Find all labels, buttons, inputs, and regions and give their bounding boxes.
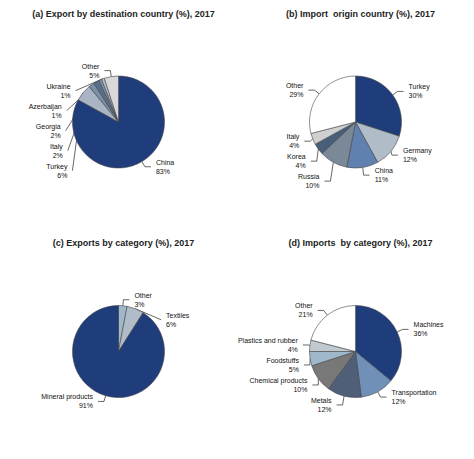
svg-text:6%: 6%: [166, 321, 176, 328]
svg-text:2%: 2%: [51, 132, 61, 139]
svg-text:11%: 11%: [375, 176, 389, 183]
svg-text:Italy: Italy: [50, 143, 63, 151]
svg-text:Chemical products: Chemical products: [249, 377, 307, 385]
svg-text:12%: 12%: [318, 406, 332, 413]
svg-text:Turkey: Turkey: [46, 163, 68, 171]
svg-text:Textiles: Textiles: [166, 312, 190, 319]
svg-text:Other: Other: [295, 302, 313, 309]
svg-text:Turkey: Turkey: [409, 83, 431, 91]
svg-text:Other: Other: [82, 63, 100, 70]
svg-text:30%: 30%: [409, 92, 423, 99]
svg-text:1%: 1%: [60, 92, 70, 99]
svg-text:Foodstuffs: Foodstuffs: [266, 357, 299, 364]
svg-text:Ukraine: Ukraine: [46, 83, 70, 90]
svg-text:3%: 3%: [134, 301, 144, 308]
svg-text:12%: 12%: [392, 398, 406, 405]
svg-text:Metals: Metals: [311, 397, 332, 404]
svg-text:Transportation: Transportation: [392, 389, 437, 397]
svg-text:2%: 2%: [53, 152, 63, 159]
svg-text:5%: 5%: [289, 366, 299, 373]
svg-text:4%: 4%: [288, 346, 298, 353]
svg-text:36%: 36%: [414, 330, 428, 337]
svg-text:4%: 4%: [296, 162, 306, 169]
svg-text:Other: Other: [134, 292, 152, 299]
svg-text:Mineral products: Mineral products: [41, 393, 93, 401]
svg-text:Azerbaijan: Azerbaijan: [29, 103, 62, 111]
svg-text:21%: 21%: [299, 311, 313, 318]
svg-text:(d) Imports by category (%),: (d) Imports by category (%), 2017: [288, 238, 432, 248]
svg-text:91%: 91%: [79, 402, 93, 409]
svg-text:China: China: [156, 159, 174, 166]
svg-text:Other: Other: [286, 82, 304, 89]
svg-text:Plastics and rubber: Plastics and rubber: [238, 337, 299, 344]
svg-text:10%: 10%: [293, 386, 307, 393]
svg-text:Russia: Russia: [298, 173, 320, 180]
svg-text:Machines: Machines: [414, 321, 444, 328]
svg-text:(a) Export by destination coun: (a) Export by destination country (%), 2…: [32, 9, 215, 19]
svg-text:4%: 4%: [289, 142, 299, 149]
svg-text:6%: 6%: [57, 172, 67, 179]
svg-text:29%: 29%: [289, 91, 303, 98]
svg-text:10%: 10%: [305, 182, 319, 189]
svg-text:83%: 83%: [156, 168, 170, 175]
svg-text:1%: 1%: [52, 112, 62, 119]
svg-text:5%: 5%: [89, 72, 99, 79]
svg-text:(c) Exports by category (%), 2: (c) Exports by category (%), 2017: [53, 238, 195, 248]
svg-text:Germany: Germany: [403, 147, 432, 155]
svg-text:Italy: Italy: [287, 133, 300, 141]
svg-text:Georgia: Georgia: [36, 123, 61, 131]
svg-text:(b) Import origin country (%): (b) Import origin country (%), 2017: [286, 9, 435, 19]
svg-text:12%: 12%: [403, 156, 417, 163]
svg-text:Korea: Korea: [287, 153, 306, 160]
svg-text:China: China: [375, 167, 393, 174]
